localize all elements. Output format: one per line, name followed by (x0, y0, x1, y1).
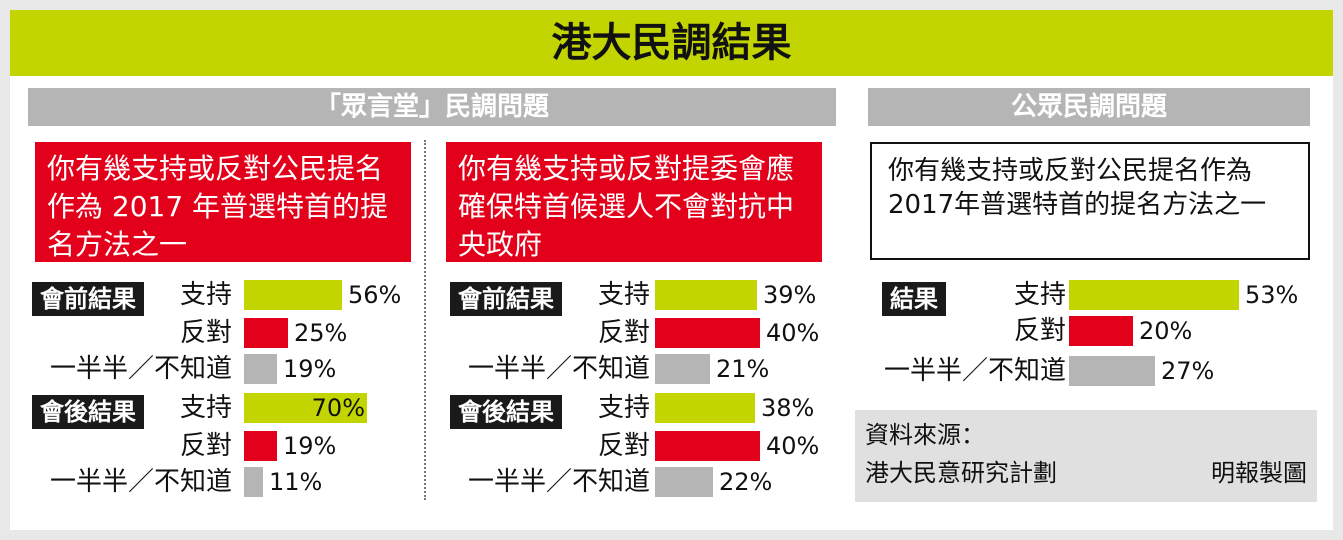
category-label: 一半半／不知道 (467, 354, 650, 384)
value-label: 70% (311, 394, 365, 422)
value-label: 19% (283, 432, 337, 460)
question-box-2: 你有幾支持或反對提委會應確保特首候選人不會對抗中央政府 (446, 142, 822, 262)
category-label: 反對 (179, 318, 232, 348)
source-box: 資料來源： 港大民意研究計劃 明報製圖 (855, 410, 1317, 502)
bar (244, 431, 277, 461)
value-label: 38% (761, 394, 815, 422)
value-label: 40% (766, 432, 820, 460)
category-label: 支持 (1013, 280, 1066, 310)
bar (655, 431, 760, 461)
bar (244, 354, 277, 384)
category-label: 反對 (597, 431, 650, 461)
value-label: 21% (716, 355, 770, 383)
category-label: 一半半／不知道 (883, 356, 1066, 386)
bar (1069, 316, 1133, 346)
bar (244, 280, 342, 310)
question-box-1: 你有幾支持或反對公民提名作為 2017 年普選特首的提名方法之一 (35, 142, 411, 262)
category-label: 支持 (597, 280, 650, 310)
section-heading-public: 公眾民調問題 (868, 88, 1310, 126)
value-label: 39% (763, 281, 817, 309)
series-tag: 會後結果 (450, 395, 562, 429)
infographic-card: 港大民調結果 「眾言堂」民調問題 公眾民調問題 你有幾支持或反對公民提名作為 2… (10, 10, 1333, 530)
source-label: 資料來源： (865, 421, 985, 449)
value-label: 27% (1161, 357, 1215, 385)
page-title: 港大民調結果 (10, 10, 1333, 76)
category-label: 反對 (597, 318, 650, 348)
value-label: 22% (719, 468, 773, 496)
bar (655, 280, 757, 310)
category-label: 一半半／不知道 (49, 354, 232, 384)
section-heading-forum: 「眾言堂」民調問題 (28, 88, 836, 126)
value-label: 53% (1245, 281, 1299, 309)
bar (1069, 356, 1155, 386)
category-label: 支持 (179, 280, 232, 310)
series-tag: 會前結果 (32, 282, 144, 316)
bar (1069, 280, 1239, 310)
value-label: 20% (1139, 317, 1193, 345)
value-label: 25% (294, 319, 348, 347)
category-label: 支持 (597, 393, 650, 423)
question-box-3: 你有幾支持或反對公民提名作為2017年普選特首的提名方法之一 (870, 142, 1310, 260)
bar (655, 467, 713, 497)
category-label: 一半半／不知道 (467, 467, 650, 497)
category-label: 反對 (1013, 316, 1066, 346)
category-label: 一半半／不知道 (49, 467, 232, 497)
value-label: 11% (269, 468, 323, 496)
bar (244, 393, 367, 423)
bar (244, 318, 288, 348)
category-label: 反對 (179, 431, 232, 461)
value-label: 19% (283, 355, 337, 383)
bar (244, 467, 263, 497)
panel-divider (424, 140, 426, 500)
value-label: 40% (766, 319, 820, 347)
category-label: 支持 (179, 393, 232, 423)
graphic-credit: 明報製圖 (1211, 459, 1307, 487)
bar (655, 354, 710, 384)
series-tag: 會後結果 (32, 395, 144, 429)
bar (655, 318, 760, 348)
series-tag: 結果 (882, 282, 946, 316)
series-tag: 會前結果 (450, 282, 562, 316)
source-organization: 港大民意研究計劃 (865, 459, 1057, 487)
bar (655, 393, 755, 423)
value-label: 56% (348, 281, 402, 309)
